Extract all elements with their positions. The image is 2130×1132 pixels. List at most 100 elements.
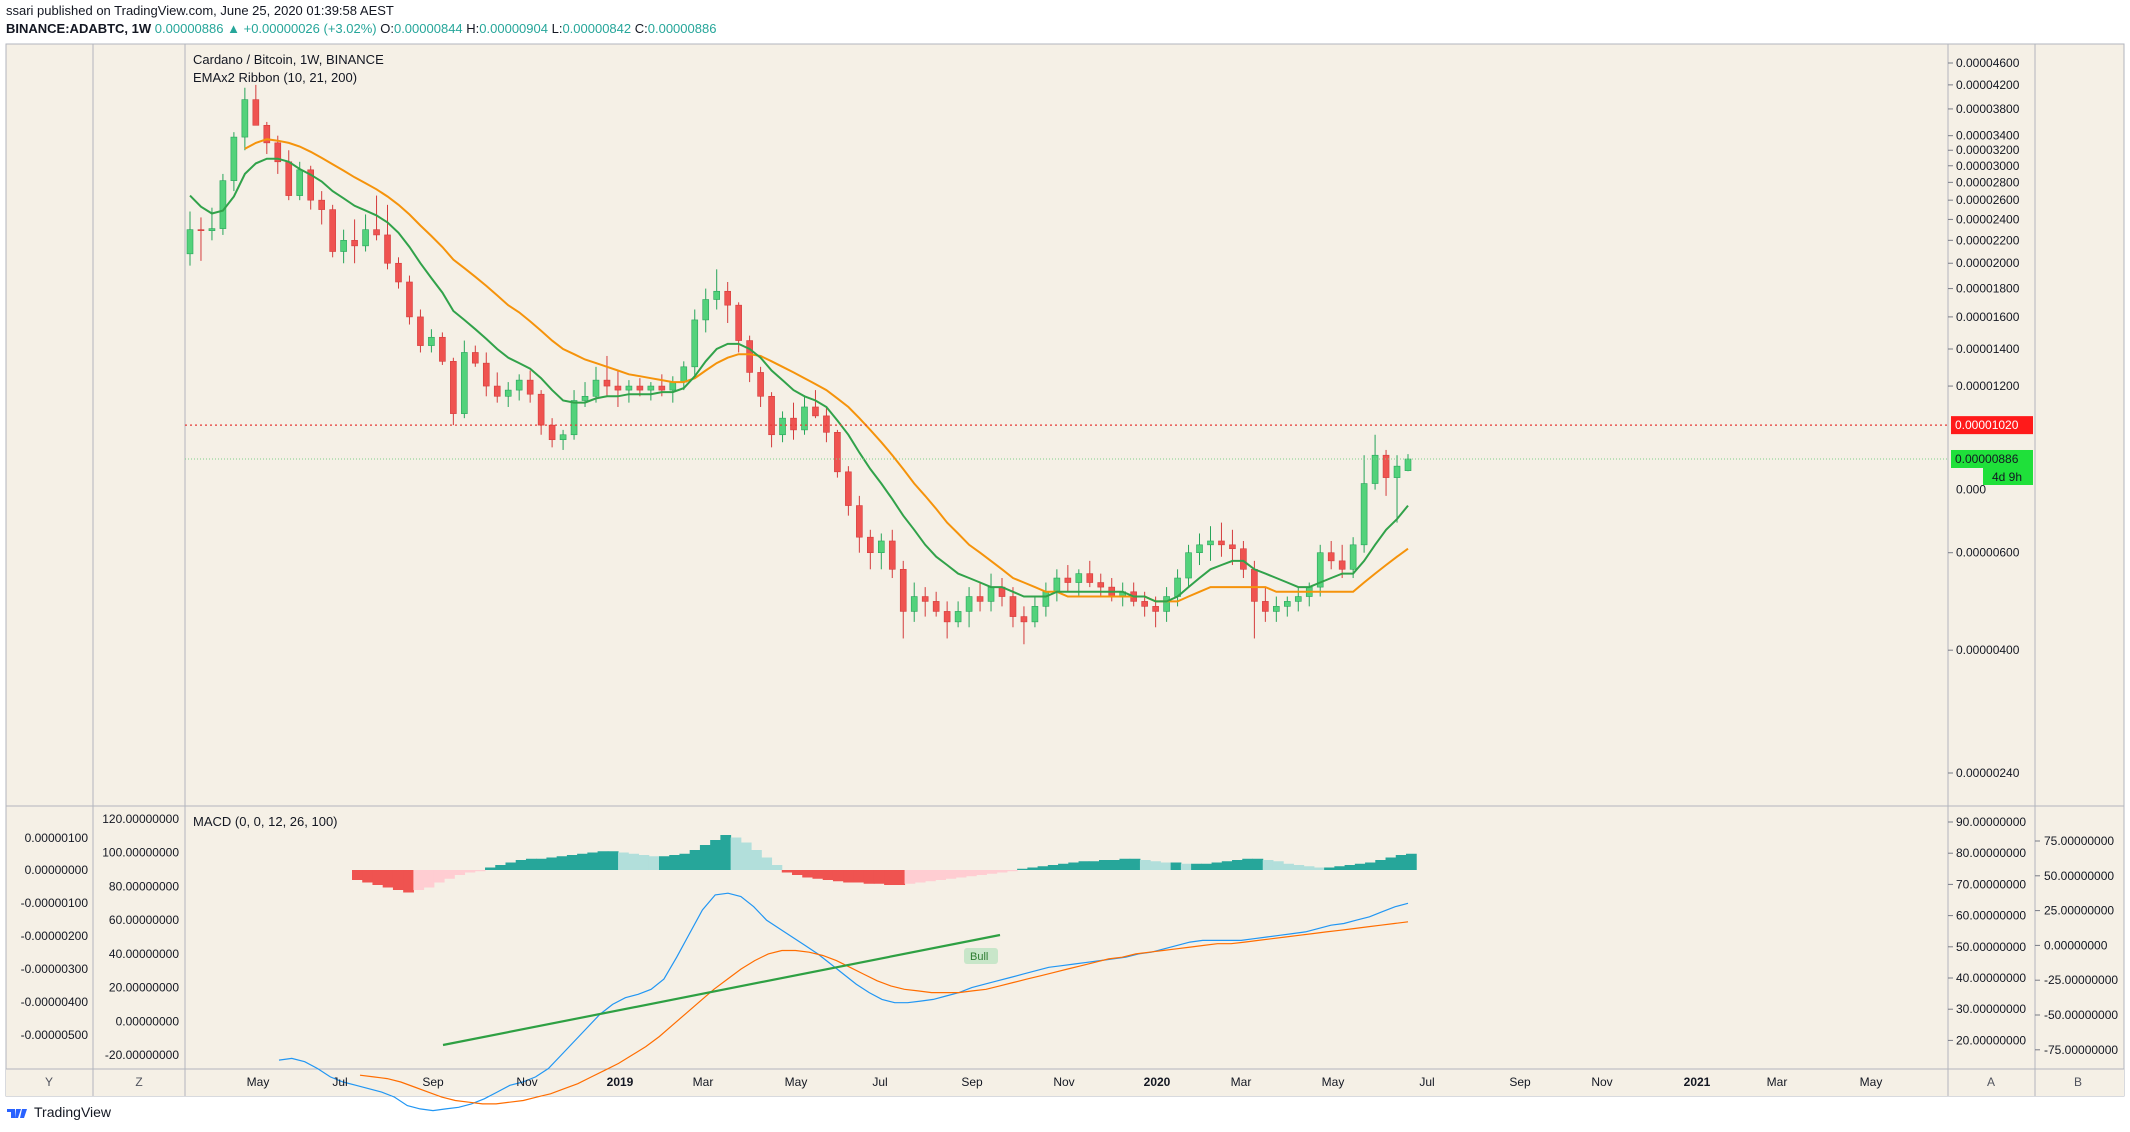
macd-inner-axis-label: 100.00000000	[102, 846, 179, 860]
candle-body	[757, 372, 764, 397]
candle-body	[768, 395, 775, 436]
candle-body	[208, 228, 216, 231]
macd-right-axis-label: 80.00000000	[1956, 846, 2026, 860]
macd-inner-axis-label: 20.00000000	[109, 981, 179, 995]
b-axis-button[interactable]: B	[2074, 1075, 2082, 1089]
symbol-label[interactable]: BINANCE:ADABTC, 1W	[6, 21, 152, 36]
macd-histogram-bar	[515, 860, 527, 870]
macd-histogram-bar	[996, 870, 1008, 873]
candle-body	[1207, 540, 1214, 546]
candle-body	[395, 262, 402, 283]
macd-left-axis-label: 0.00000100	[25, 831, 89, 845]
candle-body	[1053, 577, 1061, 593]
macd-histogram-bar	[1006, 870, 1018, 872]
candle-body	[186, 229, 194, 255]
price-tick-label: 0.00003200	[1956, 143, 2020, 157]
a-axis-button[interactable]: A	[1987, 1075, 1995, 1089]
price-tick-label-partial: 0.000	[1956, 483, 1986, 497]
time-axis-label: Mar	[1231, 1075, 1252, 1089]
candle-body	[362, 229, 369, 247]
time-axis-label: Jul	[332, 1075, 347, 1089]
macd-histogram-bar	[720, 835, 732, 870]
candle-body	[493, 385, 501, 397]
macd-histogram-bar	[1395, 855, 1407, 870]
macd-histogram	[352, 835, 1417, 893]
macd-histogram-bar	[1058, 863, 1069, 870]
macd-histogram-bar	[986, 870, 998, 874]
macd-histogram-bar	[607, 851, 619, 870]
candle-body	[570, 400, 578, 436]
y-axis-button[interactable]: Y	[45, 1075, 53, 1089]
macd-histogram-bar	[740, 842, 752, 870]
candle-body	[1349, 544, 1357, 570]
candle-body	[812, 406, 819, 417]
candle-body	[351, 240, 358, 247]
indicator-legend: EMAx2 Ribbon (10, 21, 200)	[193, 70, 357, 85]
candle-body	[647, 385, 655, 391]
time-axis-label: Sep	[1509, 1075, 1531, 1089]
candle-body	[515, 379, 523, 391]
macd-histogram-bar	[1170, 862, 1182, 870]
bull-label: Bull	[970, 951, 988, 963]
ema-slow-line	[244, 138, 1409, 603]
candle-body	[1152, 606, 1159, 612]
macd-histogram-bar	[618, 852, 629, 870]
red-price-marker-label: 0.00001020	[1955, 418, 2019, 432]
candle-body	[702, 299, 710, 321]
candle-body	[1031, 606, 1039, 623]
macd-far-right-axis-label: -25.00000000	[2044, 973, 2118, 987]
macd-left-axis-label: -0.00000200	[21, 929, 89, 943]
macd-histogram-bar	[730, 837, 742, 870]
candle-body	[823, 415, 830, 433]
candle-body	[263, 124, 271, 144]
time-axis-label: Nov	[1053, 1075, 1074, 1089]
low-label: L:	[551, 21, 563, 36]
macd-histogram-bar	[1272, 861, 1284, 870]
macd-histogram-bar	[1201, 863, 1213, 870]
candle-body	[713, 290, 721, 300]
candle-body	[845, 471, 852, 506]
candle-body	[526, 379, 534, 395]
macd-histogram-bar	[894, 870, 906, 885]
macd-histogram-bar	[1109, 860, 1120, 870]
candle-body	[790, 417, 797, 431]
candle-body	[285, 161, 293, 196]
macd-far-right-axis-label: -75.00000000	[2044, 1043, 2118, 1057]
macd-histogram-bar	[464, 870, 476, 873]
macd-histogram-bar	[761, 857, 773, 870]
candle-body	[1251, 568, 1258, 602]
candle-body	[680, 366, 688, 383]
macd-right-axis-label: 50.00000000	[1956, 940, 2026, 954]
macd-inner-axis-label: 120.00000000	[102, 812, 179, 826]
candle-body	[976, 596, 984, 602]
candle-body	[307, 169, 315, 201]
price-tick-label: 0.00002000	[1956, 256, 2020, 270]
macd-histogram-bar	[638, 855, 650, 870]
candle-body	[735, 304, 742, 341]
macd-histogram-bar	[1283, 863, 1294, 870]
macd-line	[278, 892, 1409, 1112]
candle-body	[1360, 483, 1368, 546]
macd-histogram-bar	[577, 853, 588, 870]
candle-body	[219, 180, 227, 229]
candle-body	[691, 319, 699, 368]
candle-body	[1382, 454, 1390, 478]
macd-legend: MACD (0, 0, 12, 26, 100)	[193, 814, 338, 829]
candle-body	[1086, 573, 1094, 583]
red-price-marker	[1951, 416, 2033, 435]
macd-histogram-bar	[1221, 861, 1233, 870]
price-tick-label: 0.00001600	[1956, 310, 2020, 324]
macd-histogram-bar	[781, 870, 793, 873]
candle-body	[856, 505, 863, 538]
time-axis-label: Sep	[422, 1075, 444, 1089]
z-axis-button[interactable]: Z	[135, 1075, 142, 1089]
price-tick-label: 0.00003000	[1956, 159, 2020, 173]
time-axis-label: Sep	[961, 1075, 983, 1089]
macd-histogram-bar	[1150, 861, 1161, 870]
macd-right-axis-label: 90.00000000	[1956, 815, 2026, 829]
macd-histogram-bar	[679, 853, 691, 870]
tradingview-footer[interactable]: TradingView	[6, 1104, 111, 1120]
time-axis-label: Nov	[1591, 1075, 1612, 1089]
high-label: H:	[466, 21, 480, 36]
